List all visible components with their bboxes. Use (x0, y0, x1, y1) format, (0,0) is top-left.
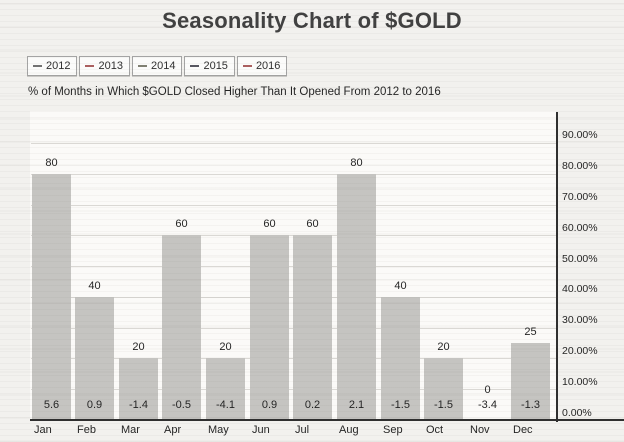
bar-base-value-label: -3.4 (478, 399, 497, 411)
bar-base-value-label: 0.2 (304, 399, 321, 411)
bar-base-value-label: -1.5 (391, 399, 410, 411)
year-legend: 2012 2013 2014 2015 2016 (27, 56, 288, 76)
x-axis-month-label: Nov (470, 424, 490, 436)
x-axis-line (30, 419, 624, 421)
legend-year-label: 2014 (150, 60, 176, 72)
bar-value-label: 0 (484, 384, 491, 396)
y-axis-tick-label: 20.00% (562, 345, 598, 357)
legend-button-2016[interactable]: 2016 (236, 56, 288, 76)
bar-value-label: 40 (394, 280, 407, 292)
bar-base-value-label: -0.5 (172, 399, 191, 411)
horizontal-gridline (31, 143, 556, 144)
year-series-dash-icon (33, 65, 42, 67)
legend-button-2012[interactable]: 2012 (27, 56, 78, 76)
y-axis-tick-label: 50.00% (562, 253, 598, 265)
x-axis-month-label: Feb (77, 424, 96, 436)
x-axis-month-label: Apr (164, 424, 182, 436)
legend-year-label: 2013 (98, 60, 123, 72)
bar-Mar (119, 358, 158, 420)
bar-value-label: 20 (132, 341, 145, 353)
horizontal-gridline (31, 174, 556, 175)
legend-button-2014[interactable]: 2014 (131, 56, 183, 76)
bar-Jul (293, 235, 332, 420)
year-series-dash-icon (242, 65, 252, 67)
bar-value-label: 60 (306, 218, 319, 230)
bar-Dec (511, 343, 550, 420)
y-axis-tick-label: 80.00% (562, 160, 598, 172)
bar-value-label: 25 (524, 326, 537, 338)
legend-year-label: 2016 (255, 60, 281, 72)
bar-value-label: 40 (88, 280, 101, 292)
y-axis-tick-label: 60.00% (562, 222, 598, 234)
y-axis-tick-label: 10.00% (562, 376, 598, 388)
bar-value-label: 80 (45, 157, 58, 169)
page-title: Seasonality Chart of $GOLD (162, 8, 462, 33)
year-series-dash-icon (190, 65, 200, 67)
bar-base-value-label: -4.1 (216, 399, 235, 411)
bar-value-label: 60 (263, 218, 276, 230)
x-axis-month-label: Dec (513, 424, 533, 436)
year-series-dash-icon (137, 65, 147, 67)
legend-button-2013[interactable]: 2013 (79, 56, 130, 76)
x-axis-month-label: Jul (295, 424, 310, 436)
bar-Feb (75, 297, 114, 420)
bar-base-value-label: -1.5 (434, 399, 453, 411)
y-axis-tick-label: 40.00% (562, 283, 598, 295)
bar-Sep (381, 297, 420, 420)
x-axis-month-label: Mar (121, 424, 140, 436)
y-axis-line (556, 112, 558, 422)
legend-year-label: 2015 (203, 60, 228, 72)
x-axis-month-label: Oct (426, 424, 444, 436)
bar-base-value-label: 0.9 (86, 399, 103, 411)
bar-May (206, 358, 245, 420)
bar-Oct (424, 358, 463, 420)
chart-subtitle: % of Months in Which $GOLD Closed Higher… (28, 86, 441, 98)
legend-year-label: 2012 (46, 60, 71, 72)
bar-base-value-label: -1.4 (129, 399, 148, 411)
legend-button-2015[interactable]: 2015 (184, 56, 235, 76)
bar-Aug (337, 174, 376, 420)
y-axis-tick-label: 70.00% (562, 191, 598, 203)
y-axis-tick-label: 0.00% (562, 407, 592, 419)
horizontal-gridline (31, 205, 556, 206)
bar-value-label: 80 (350, 157, 363, 169)
bar-base-value-label: 5.6 (43, 399, 60, 411)
bar-base-value-label: 2.1 (348, 399, 365, 411)
y-axis-tick-label: 30.00% (562, 314, 598, 326)
x-axis-month-label: Aug (339, 424, 359, 436)
year-series-dash-icon (85, 65, 95, 67)
x-axis-month-label: Jun (252, 424, 270, 436)
bar-base-value-label: -1.3 (521, 399, 540, 411)
bar-base-value-label: 0.9 (261, 399, 278, 411)
bar-Jun (250, 235, 289, 420)
bar-Apr (162, 235, 201, 420)
bar-Jan (32, 174, 71, 420)
x-axis-month-label: Sep (383, 424, 403, 436)
bar-value-label: 20 (219, 341, 232, 353)
bar-value-label: 60 (175, 218, 188, 230)
bar-value-label: 20 (437, 341, 450, 353)
x-axis-month-label: May (208, 424, 229, 436)
x-axis-month-label: Jan (34, 424, 52, 436)
y-axis-tick-label: 90.00% (562, 129, 598, 141)
